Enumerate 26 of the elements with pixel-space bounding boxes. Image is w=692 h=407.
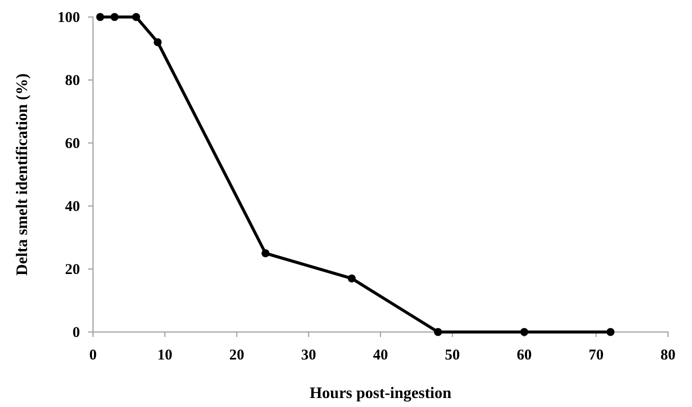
y-tick-label: 0: [72, 324, 80, 341]
x-tick-label: 10: [157, 348, 172, 364]
y-tick-label: 100: [58, 10, 80, 26]
y-tick-label: 40: [65, 198, 80, 215]
x-tick-label: 50: [444, 348, 460, 364]
point: [110, 13, 119, 21]
x-axis-title: Hours post-ingestion: [310, 385, 452, 402]
y-tick-label: 20: [65, 262, 80, 278]
y-axis-title: Delta smelt identification (%): [14, 73, 31, 276]
point: [434, 328, 442, 336]
x-tick-label: 40: [373, 348, 388, 364]
x-tick-label: 0: [89, 348, 97, 364]
x-tick-label: 60: [516, 348, 532, 364]
point: [154, 38, 162, 46]
y-tick-label: 60: [65, 136, 80, 152]
point: [606, 328, 614, 336]
point: [96, 13, 104, 21]
point: [132, 13, 140, 21]
x-tick-label: 70: [588, 348, 604, 364]
point: [262, 249, 270, 258]
y-tick-label: 80: [65, 72, 80, 89]
x-tick-label: 80: [660, 348, 676, 364]
x-tick-label: 30: [301, 348, 316, 364]
x-tick-label: 20: [229, 348, 244, 364]
point: [520, 328, 528, 336]
point: [348, 274, 356, 282]
